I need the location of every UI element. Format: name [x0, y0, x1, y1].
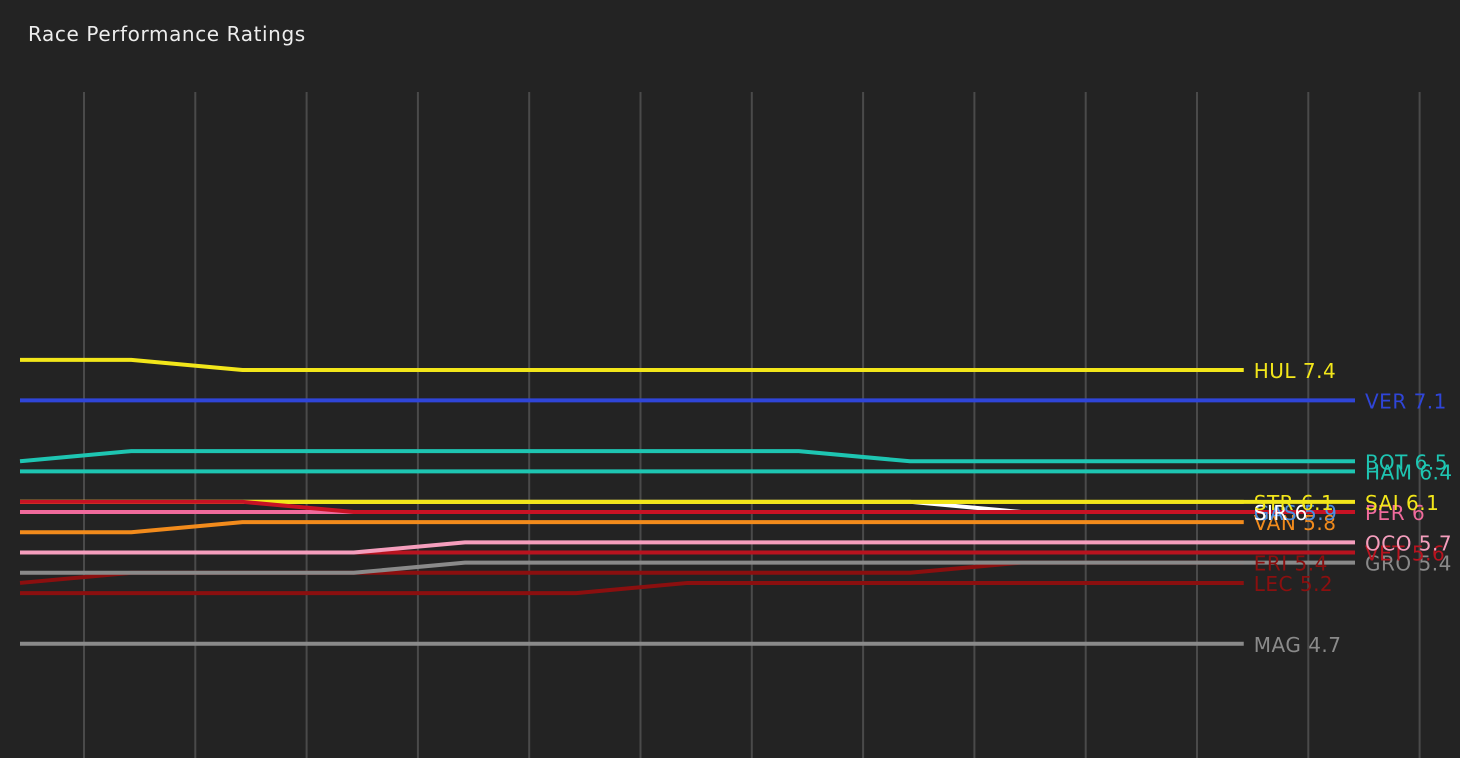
series-line-van	[20, 520, 1244, 535]
series-label-str: STR 6.1	[1254, 491, 1334, 515]
series-line-gro	[20, 560, 1355, 575]
series-label-vet: VET 5.6	[1365, 542, 1445, 566]
series-label-sir: SIR 6	[1254, 501, 1308, 525]
series-lines	[19, 357, 1355, 646]
series-label-van: VAN 5.8	[1254, 511, 1337, 535]
series-line-ric	[20, 499, 1355, 514]
chart-title: Race Performance Ratings	[28, 22, 306, 46]
series-label-ham: HAM 6.4	[1365, 460, 1453, 484]
series-label-gro: GRO 5.4	[1365, 552, 1452, 576]
series-line-oco	[20, 540, 1355, 555]
series-label-bot: BOT 6.5	[1365, 450, 1448, 474]
series-label-sai: SAI 6.1	[1365, 491, 1439, 515]
grid-lines	[83, 92, 1421, 758]
series-label-eri: ERI 5.4	[1254, 552, 1328, 576]
series-line-bot	[19, 449, 1355, 464]
series-label-per: PER 6	[1365, 501, 1425, 525]
series-label-lec: LEC 5.2	[1254, 572, 1333, 596]
series-label-hul: HUL 7.4	[1254, 359, 1336, 383]
series-label-mag: MAG 4.7	[1254, 633, 1342, 657]
series-label-oco: OCO 5.7	[1365, 531, 1452, 555]
series-label-ver: VER 7.1	[1365, 389, 1447, 413]
series-label-gas: GAS 5.9	[1254, 501, 1338, 525]
series-line-hul	[20, 357, 1244, 372]
series-line-lec	[20, 580, 1244, 596]
